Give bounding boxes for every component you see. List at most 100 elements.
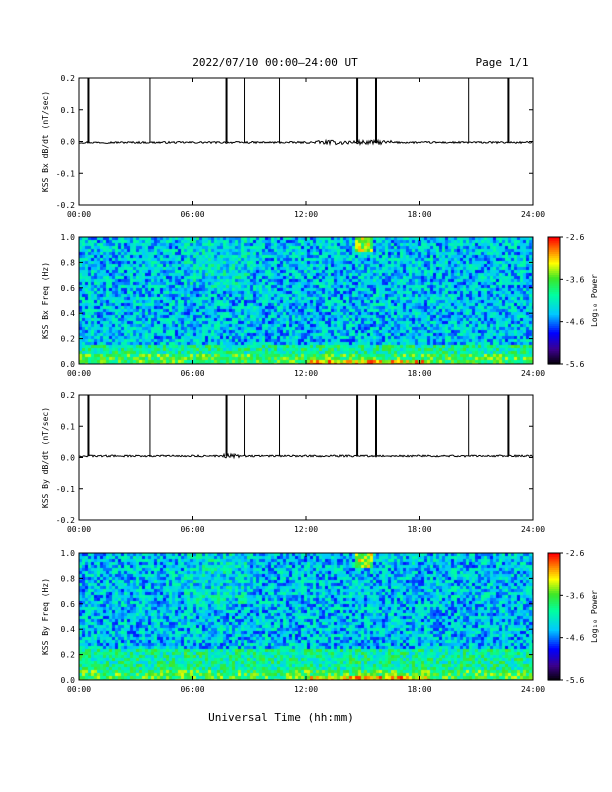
colorbar-segment xyxy=(548,641,560,645)
colorbar-segment xyxy=(548,319,560,323)
colorbar-segment xyxy=(548,268,560,272)
colorbar-segment xyxy=(548,618,560,622)
colorbar-segment xyxy=(548,610,560,613)
colorbar-segment xyxy=(548,287,560,291)
colorbar-segment xyxy=(548,340,560,344)
colorbar-segment xyxy=(548,357,560,361)
y-tick-label: 0.2 xyxy=(61,335,76,344)
colorbar-segment xyxy=(548,605,560,609)
colorbar-tick-label: -3.6 xyxy=(565,591,584,600)
colorbar-segment xyxy=(548,247,560,251)
colorbar-segment xyxy=(548,646,560,649)
colorbar-segment xyxy=(548,622,560,626)
colorbar-segment xyxy=(548,565,560,569)
colorbar-segment xyxy=(548,304,560,308)
colorbar-segment xyxy=(548,245,560,249)
colorbar-segment xyxy=(548,239,560,242)
x-tick-label: 18:00 xyxy=(407,210,431,219)
y-tick-label: -0.1 xyxy=(56,485,75,494)
colorbar-segment xyxy=(548,313,560,316)
colorbar-segment xyxy=(548,673,560,677)
colorbar-segment xyxy=(548,296,560,299)
colorbar-segment xyxy=(548,315,560,319)
x-tick-label: 12:00 xyxy=(294,210,318,219)
y-tick-label: 0.8 xyxy=(61,574,76,583)
colorbar-segment xyxy=(548,289,560,293)
colorbar-segment xyxy=(548,338,560,342)
colorbar-segment xyxy=(548,353,560,357)
colorbar-segment xyxy=(548,572,560,575)
colorbars: -2.6 -3.6 -4.6 -5.6 Log₁₀ Power -2.6 -3.6 -4.6 -… xyxy=(547,233,599,685)
colorbar-segment xyxy=(548,347,560,350)
colorbar-segment xyxy=(548,258,560,261)
colorbar-segment xyxy=(548,336,560,340)
y-tick-label: 0.1 xyxy=(61,106,76,115)
colorbar-segment xyxy=(548,578,560,582)
colorbar-tick-label: -4.6 xyxy=(565,634,584,643)
colorbar-segment xyxy=(548,294,560,297)
colorbar-tick-label: -2.6 xyxy=(565,233,584,242)
colorbar-segment xyxy=(548,616,560,620)
spectrogram-image xyxy=(79,237,533,364)
colorbar-segment xyxy=(548,658,560,662)
colorbar-segment xyxy=(548,667,560,671)
colorbar-tick-label: -4.6 xyxy=(565,318,584,327)
y-tick-label: 0.2 xyxy=(61,391,76,400)
colorbar-segment xyxy=(548,277,560,280)
colorbar-label: Log₁₀ Power xyxy=(590,590,599,643)
colorbar-segment xyxy=(548,669,560,673)
colorbar-segment xyxy=(548,601,560,605)
colorbar-segment xyxy=(548,323,560,327)
colorbar-tick-label: -2.6 xyxy=(565,549,584,558)
colorbar-segment xyxy=(548,663,560,666)
colorbar-segment xyxy=(548,553,560,556)
y-axis-label: KSS Bx dB/dt (nT/sec) xyxy=(41,91,50,192)
colorbar-frame xyxy=(547,552,561,681)
colorbar-segment xyxy=(548,359,560,363)
colorbar-segment xyxy=(548,557,560,560)
x-tick-label: 18:00 xyxy=(407,685,431,694)
colorbar-segment xyxy=(548,306,560,310)
colorbar-segment xyxy=(548,292,560,295)
colorbar-segment xyxy=(548,253,560,257)
colorbar-segment xyxy=(548,586,560,590)
y-tick-label: 0.4 xyxy=(61,309,76,318)
x-tick-label: 06:00 xyxy=(180,685,204,694)
x-tick-label: 24:00 xyxy=(521,685,545,694)
colorbar-segment xyxy=(548,665,560,668)
colorbar-segment xyxy=(548,281,560,285)
colorbar-label: Log₁₀ Power xyxy=(590,274,599,327)
colorbar-segment xyxy=(548,567,560,571)
colorbar-segment xyxy=(548,627,560,630)
colorbar-segment xyxy=(548,328,560,331)
colorbar-segment xyxy=(548,637,560,641)
colorbar-segment xyxy=(548,241,560,244)
colorbar-segment xyxy=(548,249,560,253)
colorbar-segment xyxy=(548,633,560,637)
y-tick-label: 0.1 xyxy=(61,422,76,431)
colorbar-segment xyxy=(548,603,560,607)
x-tick-label: 12:00 xyxy=(294,369,318,378)
colorbar-segment xyxy=(548,660,560,664)
y-axis-label: KSS Bx Freq (Hz) xyxy=(41,262,50,339)
colorbar-segment xyxy=(548,608,560,611)
colorbar-segment xyxy=(548,656,560,660)
colorbar-segment xyxy=(548,237,560,240)
header-page: Page 1/1 xyxy=(476,56,529,69)
colorbar-segment xyxy=(548,639,560,643)
x-tick-label: 24:00 xyxy=(521,525,545,534)
colorbar-segment xyxy=(548,629,560,632)
colorbar-segment xyxy=(548,334,560,338)
y-tick-label: -0.1 xyxy=(56,169,75,178)
y-tick-label: 0.0 xyxy=(61,360,76,369)
colorbar-segment xyxy=(548,260,560,263)
x-tick-label: 18:00 xyxy=(407,525,431,534)
colorbar-segment xyxy=(548,648,560,651)
colorbar-segment xyxy=(548,325,560,329)
x-tick-label: 12:00 xyxy=(294,525,318,534)
colorbar-segment xyxy=(548,361,560,365)
x-tick-label: 24:00 xyxy=(521,369,545,378)
colorbar-segment xyxy=(548,580,560,584)
colorbar-segment xyxy=(548,321,560,325)
